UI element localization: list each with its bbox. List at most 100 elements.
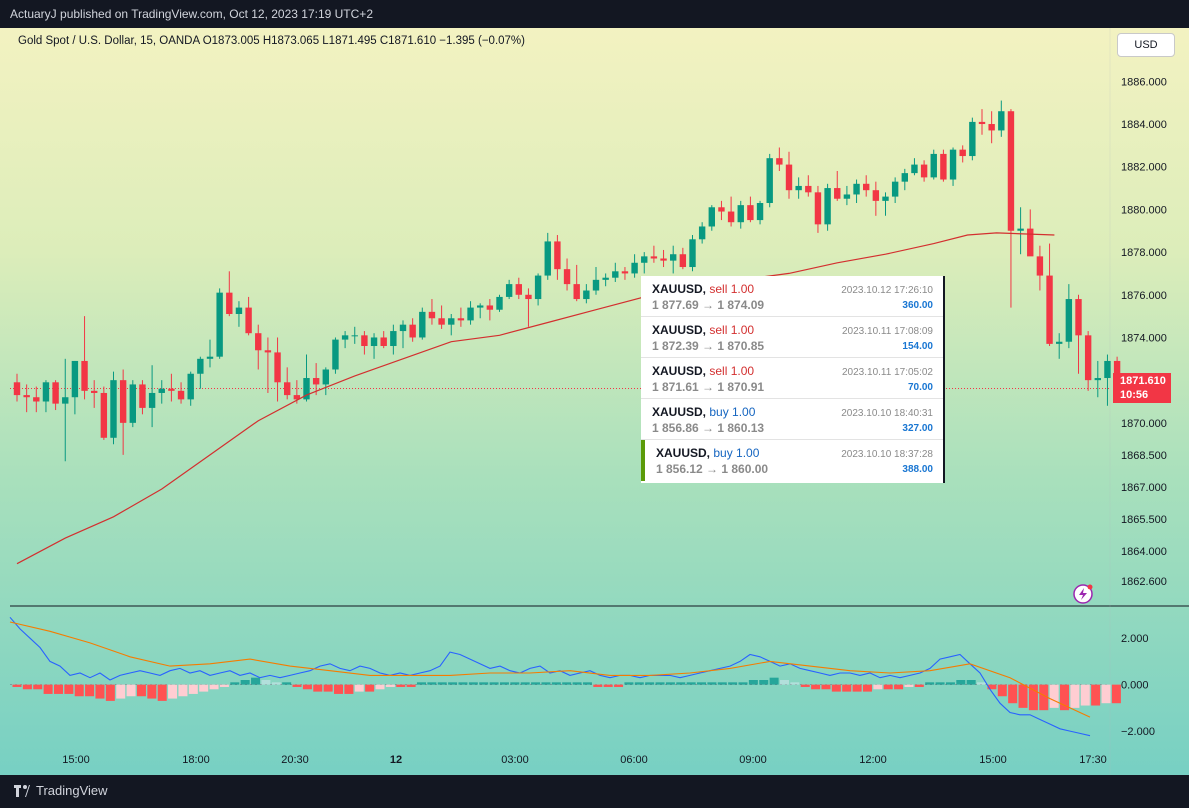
trade-side: buy 1.00 [713, 446, 760, 460]
candle-body [52, 382, 59, 404]
candle-body [737, 205, 744, 223]
macd-histogram-bar [448, 682, 458, 685]
candle-body [23, 395, 30, 398]
macd-histogram-bar [1060, 684, 1070, 711]
tradingview-logo[interactable]: TradingView [14, 783, 108, 798]
macd-histogram-bar [95, 684, 105, 699]
candle-body [390, 331, 397, 347]
macd-histogram-bar [105, 684, 115, 701]
trade-row[interactable]: XAUUSD, buy 1.00 1 856.86 → 1 860.13 202… [641, 399, 943, 440]
macd-histogram-bar [1049, 684, 1059, 708]
candle-body [776, 158, 783, 165]
macd-histogram-bar [883, 684, 893, 690]
macd-histogram-bar [240, 680, 250, 685]
candle-body [650, 256, 658, 259]
candle-body [1075, 299, 1082, 336]
trade-time: 2023.10.11 17:08:09 [841, 326, 933, 337]
macd-histogram-bar [178, 684, 188, 697]
trade-row[interactable]: XAUUSD, buy 1.00 1 856.12 → 1 860.00 202… [641, 440, 943, 481]
candle-body [988, 124, 995, 131]
macd-histogram-bar [862, 684, 872, 692]
macd-histogram-bar [717, 682, 727, 685]
trade-time: 2023.10.11 17:05:02 [841, 367, 933, 378]
trade-side: sell 1.00 [709, 323, 755, 337]
macd-histogram-bar [406, 684, 416, 687]
price-tick-label: 1882.000 [1121, 162, 1167, 174]
candle-body [206, 356, 214, 359]
candle-body [361, 335, 368, 347]
bar-countdown: 10:56 [1120, 389, 1149, 401]
candle-body [322, 369, 329, 385]
trade-pnl: 388.00 [902, 464, 933, 475]
candle-body [698, 226, 706, 240]
lightning-icon [1079, 588, 1087, 600]
candle-body [660, 258, 667, 261]
macd-histogram-bar [302, 684, 312, 690]
trade-side: sell 1.00 [709, 282, 755, 296]
trade-pnl: 327.00 [902, 423, 933, 434]
macd-histogram-bar [126, 684, 136, 697]
trade-time: 2023.10.12 17:26:10 [841, 285, 933, 296]
candle-body [235, 307, 243, 314]
candle-body [168, 388, 175, 391]
candle-body [679, 254, 687, 268]
macd-histogram-bar [375, 684, 385, 690]
macd-histogram-bar [707, 682, 717, 685]
macd-histogram-bar [738, 682, 748, 685]
candle-body [872, 190, 880, 201]
macd-histogram-bar [12, 684, 22, 687]
candle-body [978, 121, 986, 125]
chart-area[interactable] [0, 28, 1189, 775]
candle-body [573, 284, 580, 300]
candle-body [1056, 341, 1063, 344]
trade-row[interactable]: XAUUSD, sell 1.00 1 877.69 → 1 874.09 20… [641, 276, 943, 317]
price-tick-label: 1874.000 [1121, 332, 1167, 344]
candle-body [920, 164, 928, 178]
trade-prices: 1 871.61 → 1 870.91 [652, 380, 765, 394]
macd-histogram-bar [1080, 684, 1090, 706]
time-tick-label: 18:00 [182, 754, 210, 766]
candle-body [563, 269, 571, 285]
currency-button[interactable]: USD [1117, 33, 1175, 57]
macd-histogram-bar [655, 682, 665, 685]
candle-body [814, 192, 822, 225]
candle-body [544, 241, 551, 276]
candle-body [341, 335, 349, 340]
candle-body [612, 271, 619, 278]
trade-row[interactable]: XAUUSD, sell 1.00 1 871.61 → 1 870.91 20… [641, 358, 943, 399]
macd-histogram-bar [562, 682, 572, 685]
candle-body [1017, 228, 1024, 231]
price-tick-label: 1862.600 [1121, 576, 1167, 588]
price-tick-label: 1876.000 [1121, 290, 1167, 302]
moving-average-line [16, 232, 1055, 565]
macd-histogram-bar [147, 684, 157, 699]
candle-body [332, 339, 339, 370]
candle-body [33, 397, 40, 402]
macd-histogram-bar [251, 677, 261, 685]
macd-histogram-bar [593, 684, 603, 687]
candle-body [631, 262, 638, 274]
macd-histogram-bar [1028, 684, 1038, 711]
candle-body [81, 360, 88, 391]
macd-histogram-bar [427, 682, 437, 685]
macd-histogram-bar [842, 684, 852, 692]
macd-histogram-bar [582, 682, 592, 685]
trade-prices: 1 872.39 → 1 870.85 [652, 339, 765, 353]
candle-body [795, 185, 802, 191]
candle-body [554, 241, 561, 270]
macd-histogram-bar [531, 682, 541, 685]
candle-body [901, 173, 908, 182]
candle-body [448, 318, 455, 325]
candle-body [515, 284, 522, 295]
macd-histogram-bar [551, 682, 561, 685]
symbol-legend: Gold Spot / U.S. Dollar, 15, OANDA O1873… [18, 35, 525, 47]
macd-histogram-bar [458, 682, 468, 685]
macd-histogram-bar [219, 684, 229, 687]
time-tick-label: 09:00 [739, 754, 767, 766]
candle-body [969, 121, 976, 157]
candle-body [853, 183, 860, 195]
macd-histogram-bar [811, 684, 821, 690]
trade-row[interactable]: XAUUSD, sell 1.00 1 872.39 → 1 870.85 20… [641, 317, 943, 358]
candle-body [1046, 275, 1053, 344]
